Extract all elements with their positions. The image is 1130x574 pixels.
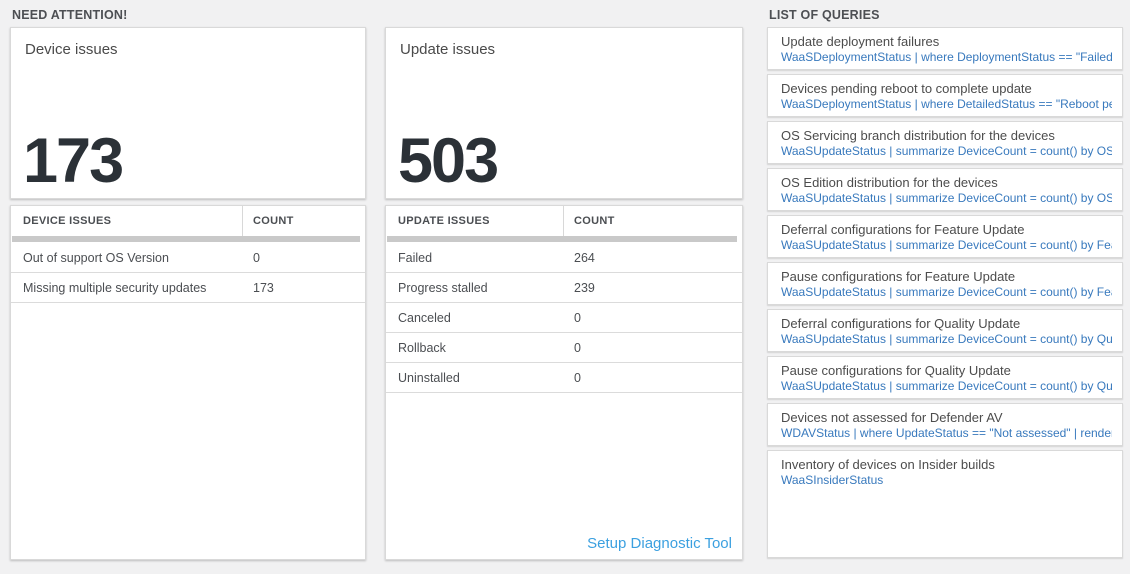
query-text: WaaSUpdateStatus | summarize DeviceCount…	[781, 285, 1112, 299]
horizontal-scrollbar[interactable]	[12, 236, 360, 242]
row-count: 173	[253, 280, 274, 295]
query-title: Pause configurations for Feature Update	[781, 269, 1016, 284]
query-list-item[interactable]: Pause configurations for Feature Update …	[767, 262, 1123, 305]
update-issues-table: UPDATE ISSUES COUNT Failed 264 Progress …	[385, 205, 743, 560]
query-title: Deferral configurations for Quality Upda…	[781, 316, 1021, 331]
table-row[interactable]: Uninstalled 0	[386, 363, 742, 393]
table-row[interactable]: Progress stalled 239	[386, 273, 742, 303]
table-row[interactable]: Canceled 0	[386, 303, 742, 333]
query-text: WaaSUpdateStatus | summarize DeviceCount…	[781, 379, 1112, 393]
row-label: Missing multiple security updates	[23, 280, 207, 295]
update-issues-tile[interactable]: Update issues 503	[385, 27, 743, 199]
column-header-update-issues: UPDATE ISSUES	[386, 206, 564, 236]
row-count: 0	[574, 370, 581, 385]
query-list-item[interactable]: Devices not assessed for Defender AV WDA…	[767, 403, 1123, 446]
need-attention-header: NEED ATTENTION!	[12, 8, 128, 22]
row-label: Canceled	[398, 310, 451, 325]
table-row[interactable]: Missing multiple security updates 173	[11, 273, 365, 303]
query-list-item[interactable]: Devices pending reboot to complete updat…	[767, 74, 1123, 117]
column-header-device-issues: DEVICE ISSUES	[11, 206, 243, 236]
query-text: WaaSUpdateStatus | summarize DeviceCount…	[781, 332, 1112, 346]
query-list-item[interactable]: Inventory of devices on Insider builds W…	[767, 450, 1123, 558]
row-label: Rollback	[398, 340, 446, 355]
table-row[interactable]: Out of support OS Version 0	[11, 243, 365, 273]
setup-diagnostic-tool-link[interactable]: Setup Diagnostic Tool	[587, 535, 732, 552]
column-header-count: COUNT	[253, 215, 294, 227]
table-body: Failed 264 Progress stalled 239 Canceled…	[386, 243, 742, 393]
query-list-item[interactable]: Update deployment failures WaaSDeploymen…	[767, 27, 1123, 70]
query-text: WaaSUpdateStatus | summarize DeviceCount…	[781, 238, 1112, 252]
query-title: Update deployment failures	[781, 34, 940, 49]
query-list-item[interactable]: Pause configurations for Quality Update …	[767, 356, 1123, 399]
query-list: Update deployment failures WaaSDeploymen…	[767, 27, 1123, 558]
row-count: 0	[253, 250, 260, 265]
query-text: WaaSDeploymentStatus | where DetailedSta…	[781, 97, 1112, 111]
need-attention-column-devices: NEED ATTENTION! Device issues 173 DEVICE…	[10, 5, 366, 560]
need-attention-column-updates: Update issues 503 UPDATE ISSUES COUNT Fa…	[385, 5, 743, 560]
query-list-item[interactable]: Deferral configurations for Feature Upda…	[767, 215, 1123, 258]
column-header-count: COUNT	[574, 215, 615, 227]
list-of-queries-header: LIST OF QUERIES	[769, 8, 880, 22]
table-header: DEVICE ISSUES COUNT	[11, 206, 365, 236]
query-title: Inventory of devices on Insider builds	[781, 457, 995, 472]
query-text: WaaSUpdateStatus | summarize DeviceCount…	[781, 191, 1112, 205]
query-list-item[interactable]: OS Edition distribution for the devices …	[767, 168, 1123, 211]
query-title: Devices not assessed for Defender AV	[781, 410, 1003, 425]
device-issues-tile[interactable]: Device issues 173	[10, 27, 366, 199]
row-count: 264	[574, 250, 595, 265]
query-title: OS Edition distribution for the devices	[781, 175, 998, 190]
device-issues-count: 173	[23, 126, 124, 197]
horizontal-scrollbar[interactable]	[387, 236, 737, 242]
query-list-item[interactable]: OS Servicing branch distribution for the…	[767, 121, 1123, 164]
table-body: Out of support OS Version 0 Missing mult…	[11, 243, 365, 303]
query-text: WaaSUpdateStatus | summarize DeviceCount…	[781, 144, 1112, 158]
query-text: WaaSInsiderStatus	[781, 473, 884, 487]
row-label: Uninstalled	[398, 370, 460, 385]
list-of-queries-panel: LIST OF QUERIES Update deployment failur…	[767, 5, 1123, 558]
tile-title: Update issues	[400, 41, 496, 58]
header-spacer	[385, 5, 743, 27]
row-label: Progress stalled	[398, 280, 488, 295]
row-count: 0	[574, 310, 581, 325]
row-count: 239	[574, 280, 595, 295]
table-row[interactable]: Rollback 0	[386, 333, 742, 363]
query-title: Deferral configurations for Feature Upda…	[781, 222, 1025, 237]
update-issues-count: 503	[398, 126, 499, 197]
tile-title: Device issues	[25, 41, 118, 58]
query-text: WDAVStatus | where UpdateStatus == "Not …	[781, 426, 1112, 440]
query-text: WaaSDeploymentStatus | where DeploymentS…	[781, 50, 1112, 64]
row-label: Out of support OS Version	[23, 250, 169, 265]
row-count: 0	[574, 340, 581, 355]
device-issues-table: DEVICE ISSUES COUNT Out of support OS Ve…	[10, 205, 366, 560]
query-list-item[interactable]: Deferral configurations for Quality Upda…	[767, 309, 1123, 352]
row-label: Failed	[398, 250, 433, 265]
query-title: OS Servicing branch distribution for the…	[781, 128, 1055, 143]
table-row[interactable]: Failed 264	[386, 243, 742, 273]
query-title: Pause configurations for Quality Update	[781, 363, 1011, 378]
table-header: UPDATE ISSUES COUNT	[386, 206, 742, 236]
query-title: Devices pending reboot to complete updat…	[781, 81, 1032, 96]
